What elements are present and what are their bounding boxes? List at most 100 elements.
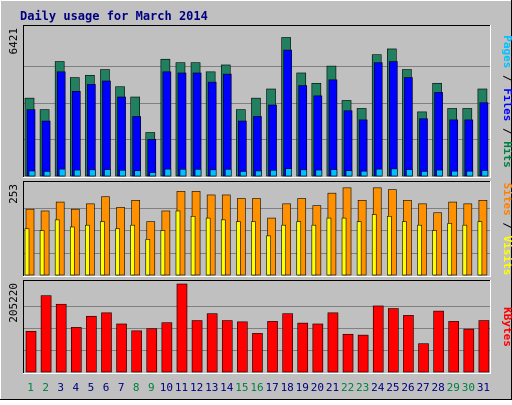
bar-kbytes: [55, 303, 67, 373]
x-tick-label: 18: [281, 381, 294, 394]
bar-kbytes: [221, 320, 233, 373]
bar-sites: [371, 214, 377, 276]
x-tick-label: 11: [175, 381, 188, 394]
series-label-separator: /: [501, 121, 512, 141]
x-tick-label: 27: [416, 381, 429, 394]
bar-files: [87, 84, 96, 177]
bar-kbytes: [478, 320, 490, 373]
bar-files: [26, 109, 36, 177]
bar-kbytes: [161, 322, 173, 373]
bar-sites: [130, 224, 135, 276]
bar-sites: [24, 228, 30, 276]
bar-pages: [58, 168, 66, 177]
bar-sites: [220, 219, 226, 276]
bar-kbytes: [357, 334, 369, 373]
bar-kbytes: [403, 315, 414, 373]
panel-middle: 253 Sites / Visits: [7, 181, 512, 277]
bar-files: [268, 104, 277, 177]
bar-sites: [417, 224, 422, 276]
series-label: Sites: [501, 183, 512, 216]
bar-files: [283, 49, 292, 177]
bar-files: [253, 116, 262, 177]
bar-pages: [149, 172, 157, 177]
bar-sites: [39, 230, 45, 276]
bar-files: [464, 119, 474, 177]
bar-sites: [175, 210, 181, 276]
bar-pages: [391, 168, 398, 177]
bar-sites: [251, 221, 256, 276]
x-tick-label: 31: [477, 381, 490, 394]
x-tick-label: 19: [296, 381, 309, 394]
bar-pages: [28, 170, 36, 177]
bar-sites: [387, 216, 392, 276]
bar-files: [177, 72, 187, 177]
bar-pages: [285, 168, 292, 177]
bar-sites: [447, 223, 453, 276]
x-tick-label: 4: [73, 381, 80, 394]
bar-sites: [266, 235, 271, 276]
bar-sites: [477, 221, 483, 276]
x-tick-label: 8: [133, 381, 140, 394]
x-tick-label: 7: [118, 381, 125, 394]
x-tick-label: 9: [148, 381, 155, 394]
x-tick-label: 3: [57, 381, 64, 394]
bar-pages: [209, 169, 217, 177]
x-tick-label: 25: [386, 381, 399, 394]
bar-kbytes: [433, 310, 444, 373]
bar-kbytes: [342, 333, 354, 373]
bar-sites: [115, 228, 120, 276]
bar-sites: [281, 224, 286, 276]
bar-pages: [255, 170, 262, 177]
bar-files: [358, 119, 368, 177]
panel-max-label: 205220: [7, 283, 20, 323]
bar-files: [192, 72, 202, 177]
bar-kbytes: [101, 312, 112, 373]
bar-kbytes: [372, 305, 384, 373]
bar-pages: [300, 169, 308, 177]
bar-pages: [466, 170, 474, 177]
bar-sites: [145, 239, 151, 276]
bar-kbytes: [312, 323, 324, 373]
bar-kbytes: [252, 333, 263, 373]
bar-files: [117, 96, 126, 177]
bar-sites: [311, 224, 317, 276]
x-tick-label: 12: [190, 381, 203, 394]
bar-pages: [360, 170, 368, 177]
x-tick-label: 15: [235, 381, 248, 394]
bar-sites: [402, 221, 407, 276]
bar-pages: [451, 170, 459, 177]
bar-files: [404, 77, 413, 177]
bar-files: [147, 139, 157, 177]
x-tick-label: 26: [401, 381, 414, 394]
bar-files: [419, 118, 428, 177]
bar-kbytes: [388, 308, 399, 373]
bar-kbytes: [237, 321, 248, 373]
bar-sites: [69, 226, 75, 276]
bar-kbytes: [448, 321, 460, 373]
bar-pages: [119, 169, 126, 177]
bar-files: [313, 95, 323, 177]
bar-kbytes: [25, 330, 37, 373]
bar-files: [207, 81, 217, 177]
x-tick-label: 2: [42, 381, 49, 394]
bar-pages: [345, 170, 353, 177]
chart-panels: 6421 Pages / Files / Hits 253 Sites / Visit…: [7, 25, 512, 374]
bar-sites: [326, 217, 332, 276]
bar-pages: [43, 171, 51, 177]
series-label-separator: /: [501, 68, 512, 88]
x-axis-labels: 1 2 3 4 5 6 7 8 9 10 11 12 13 14 15 16 17 18 19 20 21 22 23 24 2…: [27, 381, 490, 394]
bar-files: [479, 102, 489, 177]
bar-pages: [436, 169, 443, 177]
bar-files: [162, 71, 172, 177]
bar-kbytes: [176, 283, 188, 373]
x-tick-label: 20: [311, 381, 324, 394]
bar-sites: [205, 217, 211, 276]
bar-sites: [190, 216, 196, 276]
bar-pages: [270, 169, 277, 177]
bar-kbytes: [191, 320, 203, 373]
bar-sites: [296, 221, 302, 276]
series-label: Hits: [501, 141, 512, 168]
bar-pages: [406, 169, 413, 177]
bar-files: [343, 110, 353, 177]
